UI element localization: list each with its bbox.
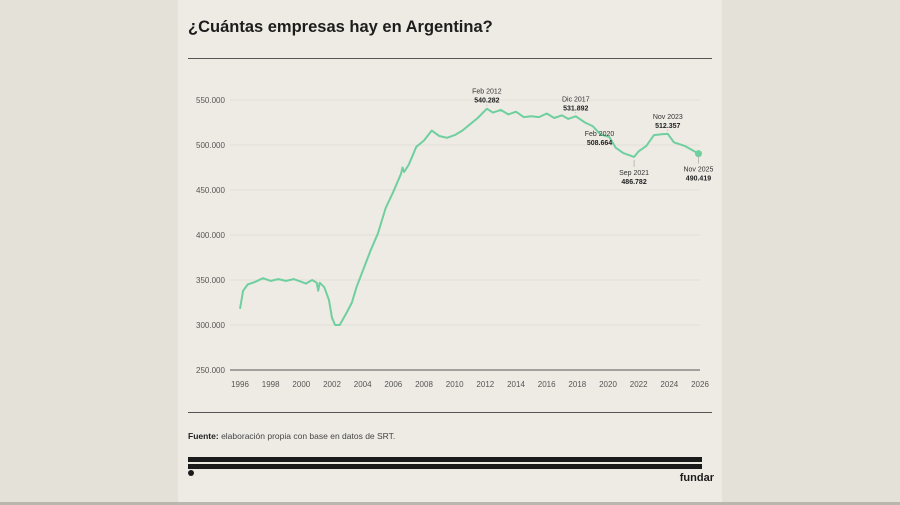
brand-dot xyxy=(188,470,194,476)
x-tick-label: 1998 xyxy=(262,380,280,389)
x-tick-label: 2018 xyxy=(568,380,586,389)
x-tick-label: 2002 xyxy=(323,380,341,389)
annotation-date: Dic 2017 xyxy=(562,96,590,103)
x-tick-label: 2020 xyxy=(599,380,617,389)
annotation-date: Nov 2025 xyxy=(683,167,713,174)
brand-bar-bottom xyxy=(188,464,702,469)
x-tick-label: 2000 xyxy=(292,380,310,389)
brand-logo: fundar xyxy=(679,472,714,484)
x-tick-label: 2010 xyxy=(446,380,464,389)
x-tick-label: 2016 xyxy=(538,380,556,389)
y-tick-label: 250.000 xyxy=(196,366,225,375)
y-tick-label: 550.000 xyxy=(196,96,225,105)
chart-title: ¿Cuántas empresas hay en Argentina? xyxy=(188,18,493,36)
annotation-date: Feb 2020 xyxy=(585,131,615,138)
bottom-strip xyxy=(0,502,900,505)
brand-bar-top xyxy=(188,457,702,462)
y-tick-label: 500.000 xyxy=(196,141,225,150)
line-chart: 250.000 300.000 350.000 400.000 450.000 500.0… xyxy=(196,89,714,389)
annotation-value: 540.282 xyxy=(474,98,499,105)
annotation-value: 531.892 xyxy=(563,105,588,112)
annotation-value: 512.357 xyxy=(655,123,680,130)
y-tick-label: 400.000 xyxy=(196,231,225,240)
x-tick-label: 2014 xyxy=(507,380,525,389)
last-point-marker xyxy=(694,150,702,158)
annotation-value: 486.782 xyxy=(621,179,646,186)
x-tick-label: 2008 xyxy=(415,380,433,389)
source-label: Fuente: xyxy=(188,431,219,441)
x-tick-label: 1996 xyxy=(231,380,249,389)
y-tick-label: 350.000 xyxy=(196,276,225,285)
annotation-value: 508.664 xyxy=(587,140,612,147)
x-tick-label: 2026 xyxy=(691,380,709,389)
x-tick-label: 2022 xyxy=(630,380,648,389)
x-tick-label: 2004 xyxy=(354,380,372,389)
source-note: Fuente: elaboración propia con base en d… xyxy=(188,431,395,441)
source-text: elaboración propia con base en datos de … xyxy=(218,431,396,441)
annotation-date: Feb 2012 xyxy=(472,89,502,96)
annotation-date: Nov 2023 xyxy=(653,114,683,121)
annotation-date: Sep 2021 xyxy=(619,170,649,177)
x-tick-label: 2012 xyxy=(476,380,494,389)
bottom-divider xyxy=(188,412,712,413)
x-tick-label: 2024 xyxy=(660,380,678,389)
y-tick-label: 450.000 xyxy=(196,186,225,195)
top-divider xyxy=(188,58,712,59)
chart-card: ¿Cuántas empresas hay en Argentina? 250.… xyxy=(178,0,722,502)
annotation-value: 490.419 xyxy=(686,176,711,183)
y-tick-label: 300.000 xyxy=(196,321,225,330)
x-tick-label: 2006 xyxy=(384,380,402,389)
series-line xyxy=(239,107,699,326)
